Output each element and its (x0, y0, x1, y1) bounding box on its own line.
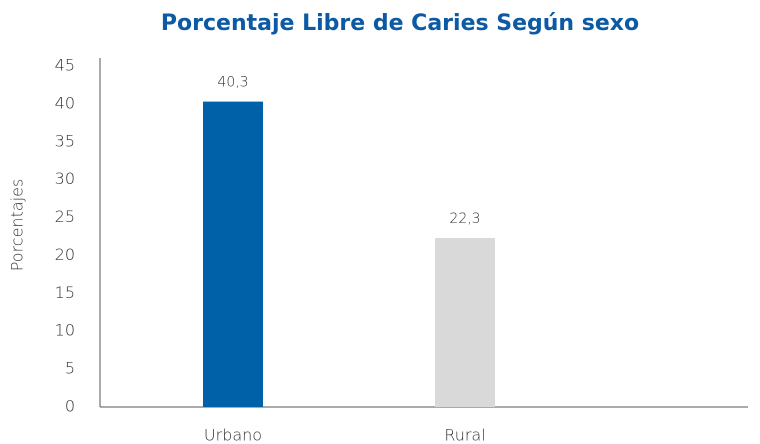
x-tick-label: Rural (444, 426, 485, 444)
x-tick-label: Urbano (204, 426, 262, 444)
y-tick-label: 45 (55, 56, 75, 75)
y-tick-label: 10 (55, 321, 75, 340)
y-tick-label: 0 (65, 397, 75, 416)
y-tick-label: 15 (55, 283, 75, 302)
data-label: 40,3 (217, 75, 248, 91)
bar (203, 101, 263, 408)
y-tick-label: 20 (55, 245, 75, 264)
chart-title: Porcentaje Libre de Caries Según sexo (161, 11, 639, 36)
y-tick-label: 30 (55, 169, 75, 188)
y-axis-label: Porcentajes (8, 179, 27, 272)
bar (435, 238, 495, 407)
data-label: 22,3 (449, 211, 480, 227)
y-tick-label: 40 (55, 93, 75, 112)
y-tick-label: 35 (55, 131, 75, 150)
y-tick-label: 25 (55, 207, 75, 226)
y-tick-label: 5 (65, 359, 75, 378)
